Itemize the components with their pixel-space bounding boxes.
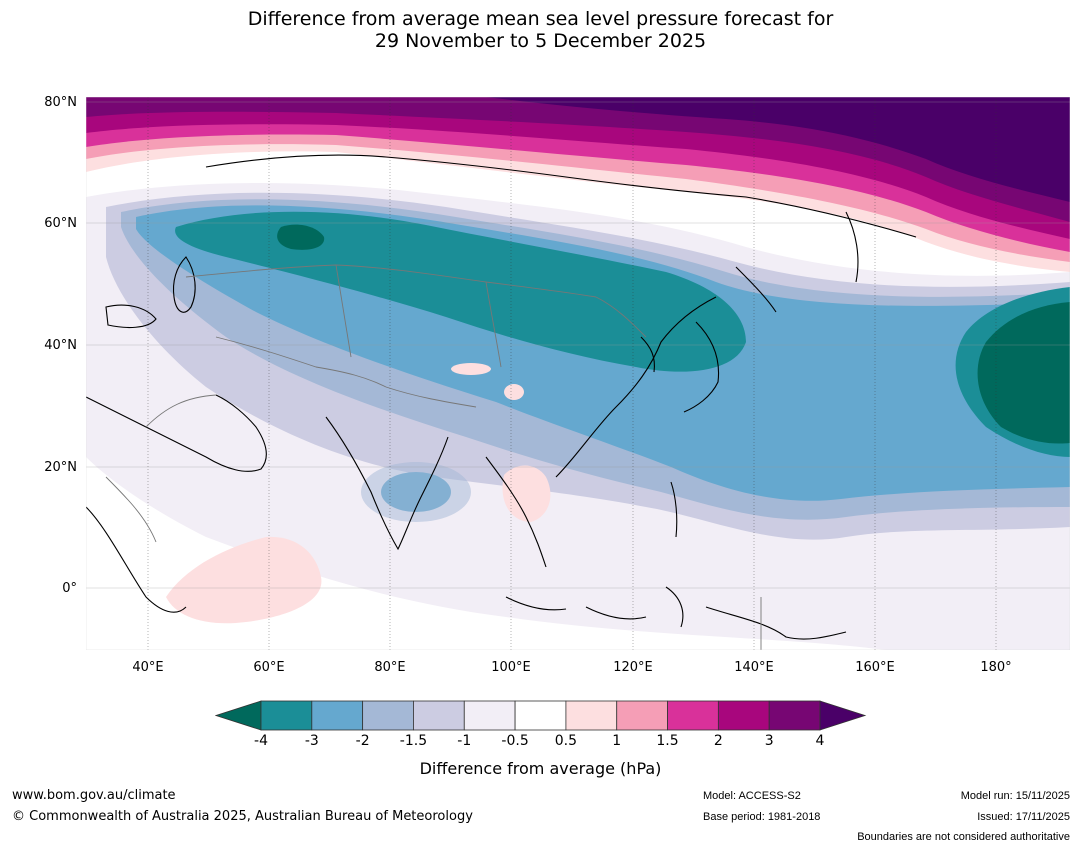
- colorbar-tick-label: 3: [764, 733, 774, 749]
- colorbar-bin: [362, 700, 414, 731]
- anomaly-pos-sichuan: [504, 384, 524, 400]
- colorbar-tick-label: -3: [304, 733, 319, 749]
- colorbar-bin: [768, 700, 821, 731]
- colorbar-tick-label: 4: [815, 733, 825, 749]
- anomaly-pos-china: [451, 363, 491, 375]
- longitude-gridlines: [147, 97, 997, 650]
- lon-label-40e: 40°E: [132, 660, 164, 675]
- country-boundaries: [105, 264, 762, 650]
- colorbar-bin: [311, 700, 364, 731]
- colorbar-bin: [616, 700, 668, 731]
- colorbar-tick-label: -2: [355, 733, 370, 749]
- latitude-gridlines: [86, 101, 1070, 589]
- lon-label-80e: 80°E: [374, 660, 406, 675]
- lat-label-0: 0°: [62, 581, 77, 596]
- colorbar-tick-label: -1: [457, 733, 472, 749]
- colorbar-bin: [413, 700, 465, 731]
- footer-issued: Issued: 17/11/2025: [977, 811, 1070, 823]
- anomaly-north-4: [486, 97, 1070, 202]
- colorbar-tick-label: 0.5: [554, 733, 578, 749]
- colorbar-bin: [260, 700, 313, 731]
- footer-copyright: © Commonwealth of Australia 2025, Austra…: [12, 809, 473, 824]
- lon-label-180: 180°: [980, 660, 1012, 675]
- colorbar-bin: [514, 700, 567, 731]
- colorbar-title: Difference from average (hPa): [419, 759, 662, 778]
- colorbar-tick-label: 1: [612, 733, 622, 749]
- lat-label-20n: 20°N: [44, 460, 77, 475]
- lat-label-40n: 40°N: [44, 338, 77, 353]
- footer-base-period: Base period: 1981-2018: [703, 811, 821, 823]
- colorbar-tick-label: 1.5: [656, 733, 679, 749]
- colorbar-below-extension: [215, 700, 262, 731]
- colorbar-tick-label: -1.5: [399, 733, 428, 749]
- lat-label-60n: 60°N: [44, 216, 77, 231]
- lon-label-140e: 140°E: [734, 660, 774, 675]
- colorbar-bin: [463, 700, 516, 731]
- coastlines: [86, 154, 917, 640]
- lat-label-80n: 80°N: [44, 95, 77, 110]
- anomaly-bay-of-bengal-outer: [361, 462, 471, 522]
- pressure-anomaly-map: [85, 96, 1071, 651]
- title-line-2: 29 November to 5 December 2025: [374, 30, 707, 52]
- colorbar-bins: [260, 700, 821, 731]
- colorbar-tick-label: -0.5: [501, 733, 529, 749]
- lon-label-160e: 160°E: [855, 660, 895, 675]
- anomaly-pos-indochina: [502, 465, 551, 522]
- lon-label-120e: 120°E: [613, 660, 653, 675]
- anomaly-neg-4-east: [977, 302, 1070, 444]
- title-line-1: Difference from average mean sea level p…: [247, 8, 834, 30]
- colorbar-bin: [717, 700, 770, 731]
- map-svg: [85, 96, 1071, 651]
- colorbar-bin: [565, 700, 618, 731]
- footer-website[interactable]: www.bom.gov.au/climate: [12, 788, 176, 803]
- colorbar-above-extension: [819, 700, 867, 731]
- footer-disclaimer: Boundaries are not considered authoritat…: [857, 831, 1070, 843]
- chart-title: Difference from average mean sea level p…: [0, 8, 1081, 52]
- anomaly-neg-3: [175, 211, 747, 372]
- colorbar: [215, 700, 867, 731]
- footer-model: Model: ACCESS-S2: [703, 790, 801, 802]
- colorbar-bin: [667, 700, 719, 731]
- lon-label-60e: 60°E: [253, 660, 285, 675]
- lon-label-100e: 100°E: [491, 660, 531, 675]
- footer-model-run: Model run: 15/11/2025: [960, 790, 1070, 802]
- colorbar-tick-label: 2: [713, 733, 723, 749]
- colorbar-tick-label: -4: [254, 733, 268, 749]
- anomaly-neg-4-west: [277, 224, 325, 250]
- anomaly-pos-indian-ocean: [166, 536, 322, 624]
